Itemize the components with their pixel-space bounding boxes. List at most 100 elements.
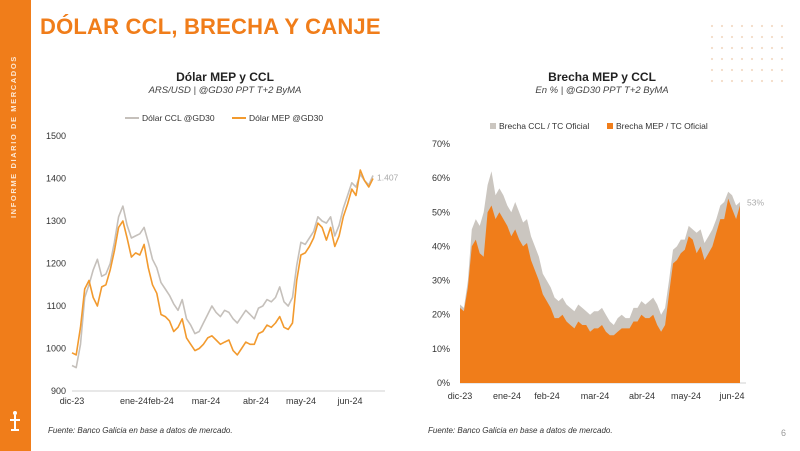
x-tick-label: jun-24 xyxy=(336,396,362,406)
mep-series-line xyxy=(71,169,374,356)
decorative-dot xyxy=(710,35,714,39)
decorative-dot xyxy=(740,79,744,83)
last-value-label: 1.407 xyxy=(377,173,399,183)
sidebar-report-label: INFORME DIARIO DE MERCADOS xyxy=(9,55,18,218)
decorative-dot xyxy=(760,79,764,83)
decorative-dot xyxy=(750,79,754,83)
decorative-dot xyxy=(780,46,784,50)
decorative-dot xyxy=(770,68,774,72)
decorative-dot xyxy=(740,46,744,50)
y-tick-label: 1500 xyxy=(46,131,66,141)
x-tick-label: mar-24 xyxy=(192,396,221,406)
brecha-source-note: Fuente: Banco Galicia en base a datos de… xyxy=(428,426,613,435)
decorative-dot xyxy=(730,57,734,61)
y-tick-label: 60% xyxy=(432,173,450,183)
x-tick-label: mar-24 xyxy=(581,391,610,401)
x-tick-label: dic-23 xyxy=(448,391,473,401)
decorative-dot xyxy=(780,57,784,61)
decorative-dot xyxy=(760,68,764,72)
decorative-dot xyxy=(780,68,784,72)
decorative-dot xyxy=(740,57,744,61)
decorative-dot xyxy=(740,24,744,28)
decorative-dot-grid xyxy=(710,24,784,83)
legend-swatch xyxy=(607,123,613,129)
x-tick-label: abr-24 xyxy=(629,391,655,401)
brecha-chart-title: Brecha MEP y CCL xyxy=(548,70,656,84)
decorative-dot xyxy=(720,79,724,83)
y-tick-label: 40% xyxy=(432,241,450,251)
y-tick-label: 1000 xyxy=(46,344,66,354)
decorative-dot xyxy=(750,57,754,61)
x-tick-label: may-24 xyxy=(671,391,701,401)
decorative-dot xyxy=(730,35,734,39)
page-title: DÓLAR CCL, BRECHA Y CANJE xyxy=(40,14,381,39)
x-tick-label: feb-24 xyxy=(534,391,560,401)
legend-label: Dólar CCL @GD30 xyxy=(142,113,215,123)
decorative-dot xyxy=(760,24,764,28)
decorative-dot xyxy=(780,35,784,39)
y-tick-label: 70% xyxy=(432,139,450,149)
last-value-label: 53% xyxy=(747,197,764,207)
decorative-dot xyxy=(710,46,714,50)
brand-logo-icon xyxy=(10,411,20,431)
legend-swatch xyxy=(490,123,496,129)
y-tick-label: 0% xyxy=(437,378,450,388)
x-tick-label: dic-23 xyxy=(60,396,85,406)
decorative-dot xyxy=(710,24,714,28)
decorative-dot xyxy=(750,46,754,50)
decorative-dot xyxy=(710,68,714,72)
legend-label: Brecha CCL / TC Oficial xyxy=(499,121,589,131)
decorative-dot xyxy=(720,68,724,72)
y-tick-label: 1100 xyxy=(47,301,66,311)
legend-label: Dólar MEP @GD30 xyxy=(249,113,323,123)
y-tick-label: 1200 xyxy=(46,259,66,269)
legend-label: Brecha MEP / TC Oficial xyxy=(616,121,708,131)
y-tick-label: 1400 xyxy=(46,174,66,184)
mep-ccl-line-chart: 900 1000 1100 1200 1300 1400 1500 dic-23 ene-24 f… xyxy=(46,113,399,406)
decorative-dot xyxy=(770,24,774,28)
sidebar-band: INFORME DIARIO DE MERCADOS xyxy=(0,0,31,451)
y-tick-label: 10% xyxy=(432,344,450,354)
decorative-dot xyxy=(770,46,774,50)
page-number: 6 xyxy=(781,428,787,438)
decorative-dot xyxy=(750,35,754,39)
x-tick-label: abr-24 xyxy=(243,396,269,406)
x-tick-label: may-24 xyxy=(286,396,316,406)
decorative-dot xyxy=(740,35,744,39)
decorative-dot xyxy=(780,24,784,28)
decorative-dot xyxy=(770,35,774,39)
ccl-series-line xyxy=(71,173,374,369)
mep-gap-area xyxy=(460,198,740,383)
decorative-dot xyxy=(710,57,714,61)
mep-ccl-source-note: Fuente: Banco Galicia en base a datos de… xyxy=(48,426,233,435)
decorative-dot xyxy=(750,68,754,72)
x-tick-label: feb-24 xyxy=(148,396,174,406)
decorative-dot xyxy=(720,57,724,61)
brecha-area-chart: 0% 10% 20% 30% 40% 50% 60% 70% dic-23 ene-24 feb-2… xyxy=(432,121,764,401)
decorative-dot xyxy=(780,79,784,83)
decorative-dot xyxy=(730,24,734,28)
decorative-dot xyxy=(770,57,774,61)
y-tick-label: 30% xyxy=(432,276,450,286)
decorative-dot xyxy=(730,68,734,72)
y-tick-label: 20% xyxy=(432,310,450,320)
mep-ccl-chart-subtitle: ARS/USD | @GD30 PPT T+2 ByMA xyxy=(148,85,302,96)
decorative-dot xyxy=(730,46,734,50)
x-tick-label: jun-24 xyxy=(718,391,744,401)
y-tick-label: 50% xyxy=(432,207,450,217)
y-tick-label: 900 xyxy=(51,386,66,396)
decorative-dot xyxy=(720,46,724,50)
decorative-dot xyxy=(710,79,714,83)
decorative-dot xyxy=(760,46,764,50)
decorative-dot xyxy=(730,79,734,83)
mep-ccl-chart-title: Dólar MEP y CCL xyxy=(176,70,274,84)
decorative-dot xyxy=(750,24,754,28)
decorative-dot xyxy=(760,57,764,61)
y-tick-label: 1300 xyxy=(46,216,66,226)
decorative-dot xyxy=(770,79,774,83)
x-tick-label: ene-24 xyxy=(120,396,148,406)
decorative-dot xyxy=(760,35,764,39)
x-tick-label: ene-24 xyxy=(493,391,521,401)
decorative-dot xyxy=(720,35,724,39)
decorative-dot xyxy=(720,24,724,28)
